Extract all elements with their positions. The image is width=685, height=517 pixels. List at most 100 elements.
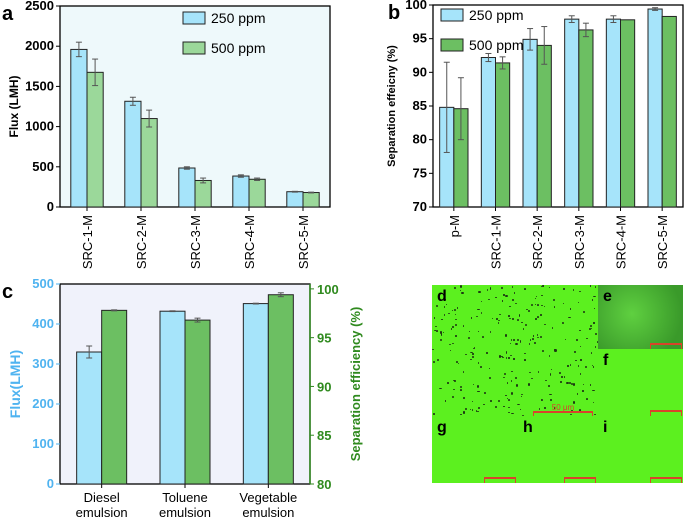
droplet xyxy=(471,356,474,359)
droplet xyxy=(549,373,552,376)
droplet xyxy=(594,413,596,415)
droplet xyxy=(442,331,444,334)
droplet xyxy=(592,365,595,368)
y-tick-label: 100 xyxy=(32,436,54,451)
droplet xyxy=(473,348,475,350)
droplet xyxy=(585,397,588,400)
droplet xyxy=(530,303,533,306)
droplet xyxy=(569,382,571,385)
droplet xyxy=(540,336,543,339)
droplet xyxy=(477,406,480,410)
droplet xyxy=(460,389,463,392)
x-tick-label: p-M xyxy=(447,215,462,237)
bar-250-ppm xyxy=(564,18,580,208)
droplet xyxy=(459,285,462,288)
droplet xyxy=(575,359,577,361)
droplet xyxy=(529,342,531,346)
droplet xyxy=(512,317,515,320)
droplet xyxy=(533,335,535,337)
droplet xyxy=(434,317,436,319)
y-tick-label: 500 xyxy=(32,159,54,174)
droplet xyxy=(522,414,525,416)
droplet xyxy=(444,400,446,402)
droplet xyxy=(584,366,587,369)
droplet xyxy=(489,367,491,370)
y-axis-label: Flux (LMH) xyxy=(7,76,21,138)
droplet xyxy=(582,310,586,313)
droplet xyxy=(580,359,582,361)
droplet xyxy=(540,286,542,288)
bar-250-ppm xyxy=(124,100,142,208)
droplet xyxy=(470,351,473,353)
droplet xyxy=(589,285,592,287)
droplet xyxy=(476,385,480,388)
x-tick-label: Toluene xyxy=(162,490,208,505)
droplet xyxy=(585,337,588,340)
y-tick-label: 1500 xyxy=(25,78,54,93)
droplet xyxy=(509,342,512,344)
droplet xyxy=(498,320,500,322)
droplet xyxy=(592,402,595,404)
droplet xyxy=(561,375,563,378)
droplet xyxy=(477,308,480,311)
droplet xyxy=(469,408,472,411)
micrograph-h: h xyxy=(518,416,598,483)
droplet xyxy=(504,394,507,397)
droplet xyxy=(593,295,596,297)
droplet xyxy=(563,302,565,304)
y-tick-label: 85 xyxy=(413,98,427,113)
droplet xyxy=(477,331,480,333)
droplet xyxy=(548,286,551,289)
droplet xyxy=(536,333,539,336)
droplet xyxy=(553,407,555,410)
droplet xyxy=(456,306,459,309)
y-tick-label: 80 xyxy=(413,132,427,147)
y2-axis-label: Separation efficiency (%) xyxy=(348,307,363,462)
x-tick-label: SRC-4-M xyxy=(614,215,629,269)
micrograph-d: d 50 μm xyxy=(432,285,598,416)
y2-tick-label: 90 xyxy=(317,379,331,394)
droplet xyxy=(454,286,457,289)
droplet xyxy=(550,399,552,402)
droplet xyxy=(505,356,507,360)
droplet xyxy=(475,316,478,318)
bar-500-ppm xyxy=(661,15,677,208)
droplet xyxy=(506,398,509,400)
droplet xyxy=(544,406,546,409)
droplet xyxy=(489,287,492,290)
droplet xyxy=(501,357,504,359)
droplet xyxy=(565,338,567,341)
droplet xyxy=(448,312,451,314)
droplet xyxy=(457,363,459,365)
droplet xyxy=(562,321,565,324)
droplet xyxy=(511,339,513,342)
y-tick-label: 95 xyxy=(413,31,427,46)
droplet xyxy=(575,339,578,342)
droplet xyxy=(510,355,513,357)
droplet xyxy=(548,385,550,387)
x-tick-label: SRC-1-M xyxy=(489,215,504,269)
droplet xyxy=(524,359,526,361)
droplet xyxy=(507,357,511,359)
panel-label-g: g xyxy=(437,419,447,436)
legend-swatch xyxy=(182,11,206,25)
droplet xyxy=(569,413,572,416)
droplet xyxy=(488,298,491,300)
droplet xyxy=(568,316,571,319)
droplet xyxy=(592,389,595,391)
droplet xyxy=(544,379,548,382)
droplet xyxy=(504,334,507,337)
y2-tick-label: 100 xyxy=(317,282,339,297)
bar-500-ppm xyxy=(302,192,320,208)
droplet xyxy=(519,408,521,411)
droplet xyxy=(506,381,509,385)
droplet xyxy=(524,288,526,290)
micrograph-e: e xyxy=(598,285,683,349)
droplet xyxy=(537,336,540,339)
bar-500-ppm xyxy=(248,178,266,208)
droplet xyxy=(508,411,511,414)
droplet xyxy=(505,351,507,354)
y-tick-label: 300 xyxy=(32,356,54,371)
droplet xyxy=(454,318,457,320)
bar-500-ppm xyxy=(536,44,552,208)
